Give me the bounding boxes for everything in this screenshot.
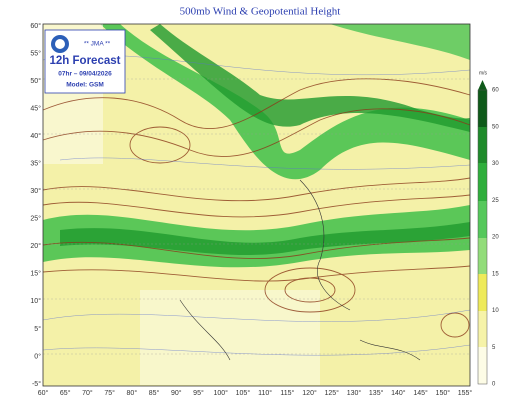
- org-label: ** JMA **: [84, 41, 111, 48]
- lon-label: 140°: [391, 389, 406, 397]
- colorbar-label: 0: [492, 382, 496, 388]
- lon-label: 85°: [149, 389, 160, 397]
- lon-label: 100°: [213, 389, 228, 397]
- colorbar-label: 25: [492, 198, 499, 204]
- colorbar-label: 15: [492, 271, 499, 277]
- lon-label: 95°: [193, 389, 204, 397]
- colorbar-label: 5: [492, 345, 496, 351]
- lat-label: 15°: [30, 270, 41, 278]
- map-title: 500mb Wind & Geopotential Height: [180, 6, 341, 18]
- colorbar-unit: m/s: [479, 70, 488, 76]
- lat-label: 60°: [30, 22, 41, 30]
- lon-label: 60°: [38, 389, 49, 397]
- lon-label: 130°: [347, 389, 362, 397]
- lat-label: 45°: [30, 104, 41, 112]
- lon-label: 115°: [280, 389, 294, 397]
- lon-label: 135°: [369, 389, 384, 397]
- lat-label: 55°: [30, 49, 41, 57]
- colorbar-label: 20: [492, 235, 499, 241]
- lat-label: 5°: [34, 325, 41, 333]
- lat-label: 20°: [30, 242, 41, 250]
- lat-label: -5°: [32, 380, 41, 388]
- lon-label: 110°: [258, 389, 272, 397]
- lon-label: 105°: [236, 389, 251, 397]
- lon-label: 145°: [413, 389, 428, 397]
- logo-box: ** JMA ** 12h Forecast 07hr – 09/04/2026…: [44, 29, 126, 94]
- lon-label: 155°: [458, 389, 473, 397]
- colorbar: m/s: [477, 70, 488, 385]
- lon-label: 75°: [104, 389, 115, 397]
- lat-label: 30°: [30, 187, 41, 195]
- lat-label: 35°: [30, 160, 41, 168]
- lon-label: 70°: [82, 389, 93, 397]
- lat-label: 10°: [30, 297, 41, 305]
- model-label: Model: GSM: [66, 82, 104, 89]
- forecast-headline: 12h Forecast: [50, 55, 121, 67]
- lon-label: 65°: [60, 389, 71, 397]
- lon-label: 125°: [324, 389, 339, 397]
- lat-label: 50°: [30, 77, 41, 85]
- lon-label: 80°: [127, 389, 138, 397]
- colorbar-label: 60: [492, 88, 499, 94]
- colorbar-label: 50: [492, 124, 499, 130]
- colorbar-label: 10: [492, 308, 499, 314]
- lat-label: 40°: [30, 132, 41, 140]
- lon-label: 150°: [436, 389, 451, 397]
- lat-label: 25°: [30, 215, 41, 223]
- lon-label: 90°: [171, 389, 182, 397]
- lon-label: 120°: [302, 389, 317, 397]
- lat-label: 0°: [34, 352, 41, 360]
- map-area: [42, 23, 471, 387]
- colorbar-label: 30: [492, 161, 499, 167]
- forecast-time: 07hr – 09/04/2026: [58, 71, 112, 78]
